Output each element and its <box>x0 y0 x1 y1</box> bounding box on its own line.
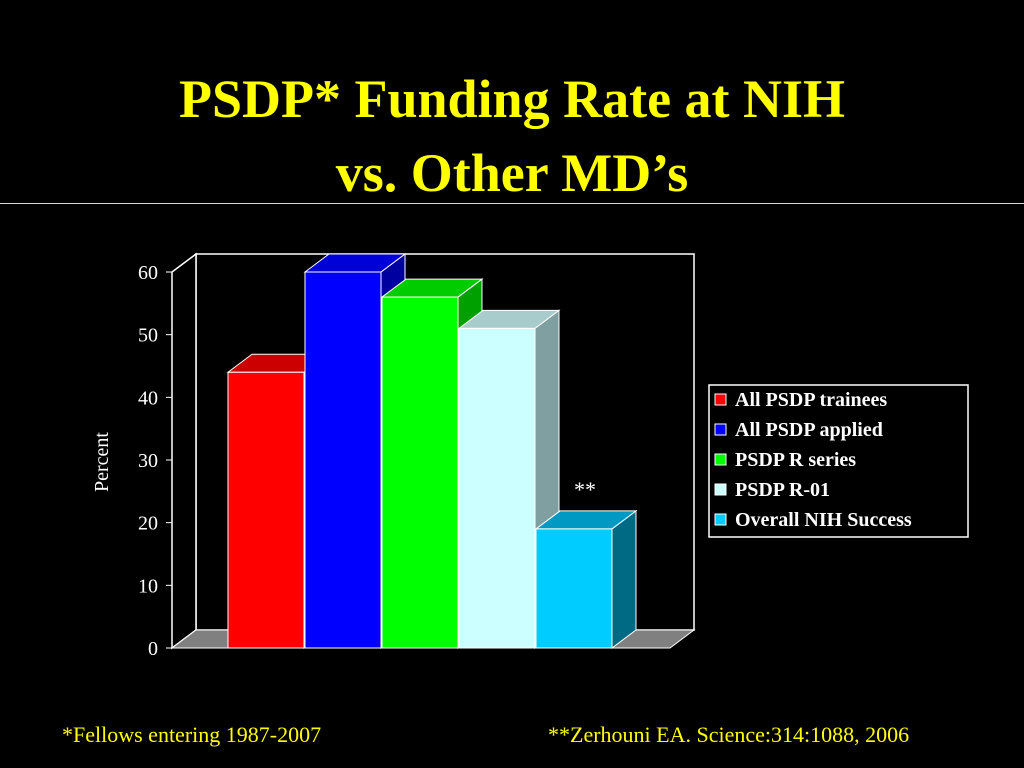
footnote-fellows: *Fellows entering 1987-2007 <box>62 722 322 747</box>
legend-label: PSDP R series <box>735 449 856 471</box>
title-line-1: PSDP* Funding Rate at NIH <box>178 69 846 129</box>
y-tick-label: 40 <box>138 387 158 409</box>
legend-label: All PSDP trainees <box>735 389 887 411</box>
bar-side <box>611 509 637 649</box>
y-tick-label: 20 <box>138 513 158 535</box>
bar <box>381 296 459 649</box>
y-tick-label: 50 <box>138 325 158 347</box>
bar <box>304 271 382 649</box>
legend-box <box>708 384 969 538</box>
bar <box>458 327 536 649</box>
footnote-citation: **Zerhouni EA. Science:314:1088, 2006 <box>548 722 910 747</box>
legend-label: All PSDP applied <box>735 419 883 441</box>
y-tick-label: 60 <box>138 262 158 284</box>
legend-swatch <box>714 513 727 526</box>
legend-swatch <box>714 483 727 496</box>
legend-swatch <box>714 453 727 466</box>
title-divider <box>0 203 1024 204</box>
y-tick-label: 30 <box>138 450 158 472</box>
y-tick-label: 0 <box>148 638 158 660</box>
bar <box>535 528 613 649</box>
legend-label: PSDP R-01 <box>735 479 830 501</box>
bar-annotation: ** <box>574 477 596 502</box>
legend-swatch <box>714 423 727 436</box>
slide-title: PSDP* Funding Rate at NIH vs. Other MD’s <box>0 62 1024 210</box>
chart-side-wall <box>171 252 197 650</box>
bar <box>227 371 305 649</box>
title-line-2: vs. Other MD’s <box>335 143 689 203</box>
legend-swatch <box>714 393 727 406</box>
y-tick-label: 10 <box>138 575 158 597</box>
legend-label: Overall NIH Success <box>735 509 912 531</box>
y-axis-label: Percent <box>91 432 113 492</box>
